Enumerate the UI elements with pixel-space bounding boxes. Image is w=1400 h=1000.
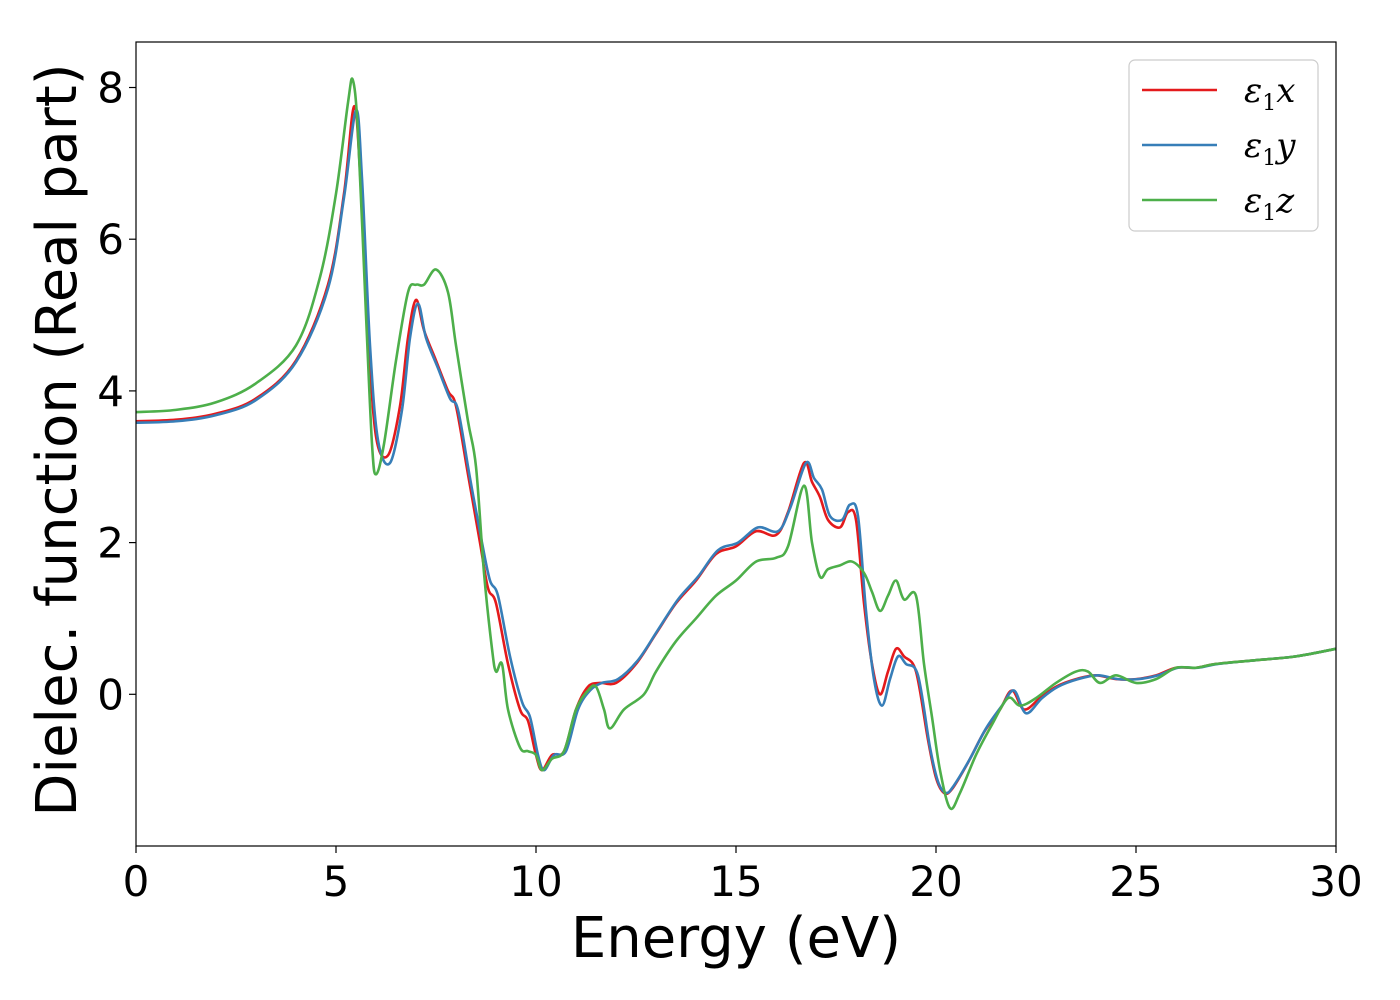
x-tick-label: 0 xyxy=(123,857,150,906)
series-line-y xyxy=(135,108,1337,795)
series-line-z xyxy=(135,77,1337,811)
x-tick-label: 10 xyxy=(509,857,562,906)
legend-box xyxy=(1128,59,1319,232)
y-axis-ticks: 0 2 4 6 8 xyxy=(97,64,136,719)
series-lines xyxy=(135,77,1337,811)
x-tick-label: 30 xyxy=(1309,857,1362,906)
x-tick-label: 25 xyxy=(1109,857,1162,906)
x-axis-label: Energy (eV) xyxy=(571,906,901,971)
x-axis-ticks: 0 5 10 15 20 25 30 xyxy=(123,846,1363,906)
y-tick-label: 6 xyxy=(97,215,124,264)
legend-label-z: ε1z xyxy=(1244,181,1295,226)
x-tick-label: 5 xyxy=(323,857,350,906)
y-tick-label: 4 xyxy=(97,367,124,416)
legend-label-y: ε1y xyxy=(1244,126,1296,171)
legend-label-x: ε1x xyxy=(1244,71,1295,116)
legend: ε1x ε1y ε1z xyxy=(1128,59,1319,232)
y-tick-label: 8 xyxy=(97,64,124,113)
x-tick-label: 20 xyxy=(909,857,962,906)
x-tick-label: 15 xyxy=(709,857,762,906)
y-tick-label: 0 xyxy=(97,670,124,719)
y-axis-label: Dielec. function (Real part) xyxy=(25,63,90,816)
y-tick-label: 2 xyxy=(97,519,124,568)
